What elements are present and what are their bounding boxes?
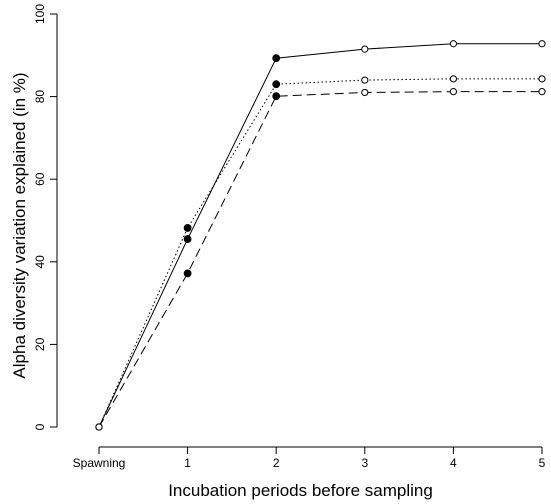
y-tick-label: 60	[33, 172, 47, 186]
x-tick-label: 5	[539, 456, 546, 470]
series-line-dashed	[99, 92, 542, 427]
y-tick-label: 100	[33, 4, 47, 24]
data-point-dotted	[450, 76, 456, 82]
x-tick-label: 2	[273, 456, 280, 470]
x-axis-title: Incubation periods before sampling	[168, 481, 433, 500]
axes: 0 20 40 60 80 100 Spawning 1 2 3 4 5	[33, 4, 546, 470]
data-point-solid	[539, 41, 545, 47]
data-point-dashed	[273, 93, 280, 100]
data-point-dashed	[450, 89, 456, 95]
data-point-dotted	[362, 77, 368, 83]
y-tick-label: 20	[33, 337, 47, 351]
data-point-solid	[184, 236, 191, 243]
data-point-dashed	[96, 424, 102, 430]
x-tick-label: 3	[361, 456, 368, 470]
data-point-dashed	[184, 270, 191, 277]
series-group	[96, 41, 545, 430]
data-point-dashed	[362, 89, 368, 95]
x-tick-label: 4	[450, 456, 457, 470]
data-point-dotted	[184, 225, 191, 232]
data-point-dashed	[539, 89, 545, 95]
y-tick-label: 80	[33, 90, 47, 104]
y-tick-label: 0	[33, 423, 47, 430]
x-tick-label: Spawning	[73, 456, 126, 470]
x-tick-label: 1	[184, 456, 191, 470]
data-point-solid	[450, 41, 456, 47]
data-point-dotted	[273, 81, 280, 88]
series-line-dotted	[99, 79, 542, 427]
data-point-dotted	[539, 76, 545, 82]
series-line-solid	[99, 44, 542, 427]
data-point-solid	[362, 46, 368, 52]
y-axis-title: Alpha diversity variation explained (in …	[10, 72, 29, 378]
data-point-solid	[273, 55, 280, 62]
y-tick-label: 40	[33, 255, 47, 269]
